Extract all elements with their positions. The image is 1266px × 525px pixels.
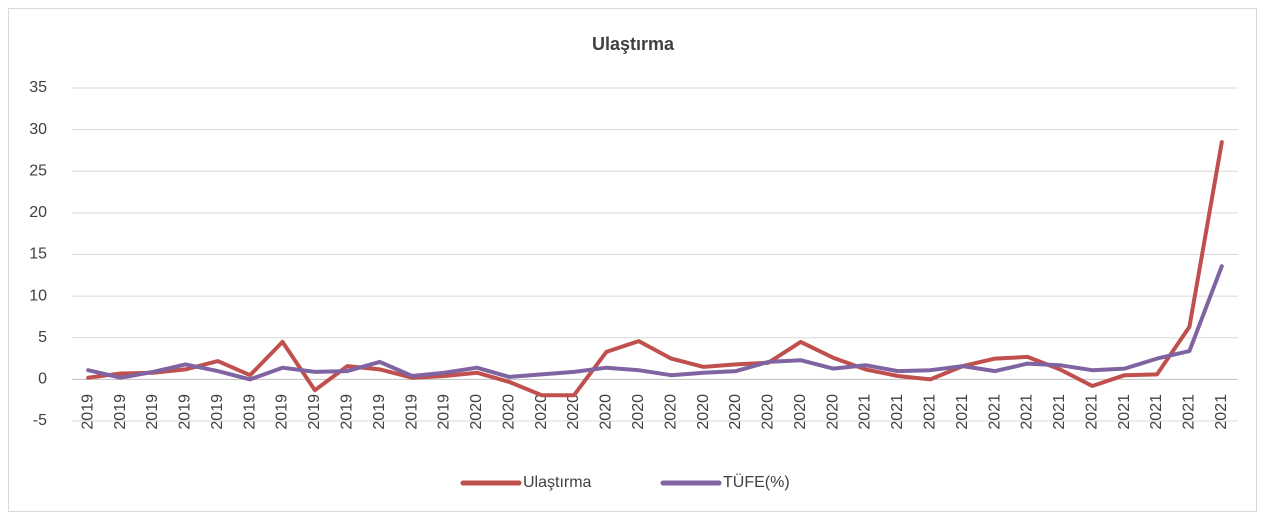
y-tick-label: 25 [29, 162, 47, 179]
x-tick-label: 2020 [824, 394, 841, 430]
x-tick-label: 2019 [209, 394, 226, 430]
x-tick-label: 2020 [792, 394, 809, 430]
legend-label: TÜFE(%) [723, 473, 790, 491]
y-tick-label: 0 [38, 371, 47, 388]
y-tick-label: 15 [29, 246, 47, 263]
x-tick-label: 2021 [954, 394, 971, 430]
y-tick-label: -5 [33, 412, 47, 429]
x-tick-label: 2019 [403, 394, 420, 430]
x-tick-label: 2021 [1116, 394, 1133, 430]
x-tick-label: 2021 [857, 394, 874, 430]
y-tick-label: 20 [29, 204, 47, 221]
x-tick-label: 2020 [598, 394, 615, 430]
x-tick-label: 2021 [1083, 394, 1100, 430]
x-tick-label: 2019 [241, 394, 258, 430]
x-tick-label: 2020 [727, 394, 744, 430]
x-tick-label: 2020 [695, 394, 712, 430]
series-line [86, 140, 1224, 398]
x-tick-label: 2019 [371, 394, 388, 430]
y-tick-label: 30 [29, 121, 47, 138]
x-tick-label: 2021 [889, 394, 906, 430]
x-tick-label: 2019 [144, 394, 161, 430]
x-tick-label: 2019 [79, 394, 96, 430]
chart-frame [8, 8, 1257, 512]
x-tick-label: 2020 [630, 394, 647, 430]
x-tick-label: 2020 [662, 394, 679, 430]
x-tick-label: 2020 [565, 394, 582, 430]
series-line [86, 264, 1224, 382]
x-tick-label: 2021 [1051, 394, 1068, 430]
x-tick-label: 2021 [1019, 394, 1036, 430]
x-tick-label: 2019 [112, 394, 129, 430]
x-tick-label: 2020 [760, 394, 777, 430]
x-tick-label: 2021 [1213, 394, 1230, 430]
x-tick-label: 2021 [1181, 394, 1198, 430]
y-tick-label: 5 [38, 329, 47, 346]
x-tick-label: 2019 [436, 394, 453, 430]
x-tick-label: 2019 [274, 394, 291, 430]
x-tick-label: 2020 [468, 394, 485, 430]
y-tick-label: 35 [29, 79, 47, 96]
x-tick-label: 2021 [986, 394, 1003, 430]
x-tick-label: 2019 [177, 394, 194, 430]
x-tick-label: 2021 [922, 394, 939, 430]
x-tick-label: 2019 [339, 394, 356, 430]
x-tick-label: 2020 [500, 394, 517, 430]
x-tick-label: 2019 [306, 394, 323, 430]
y-tick-label: 10 [29, 287, 47, 304]
chart-title: Ulaştırma [592, 34, 675, 54]
x-tick-label: 2021 [1148, 394, 1165, 430]
legend-label: Ulaştırma [523, 474, 592, 491]
x-tick-label: 2020 [533, 394, 550, 430]
